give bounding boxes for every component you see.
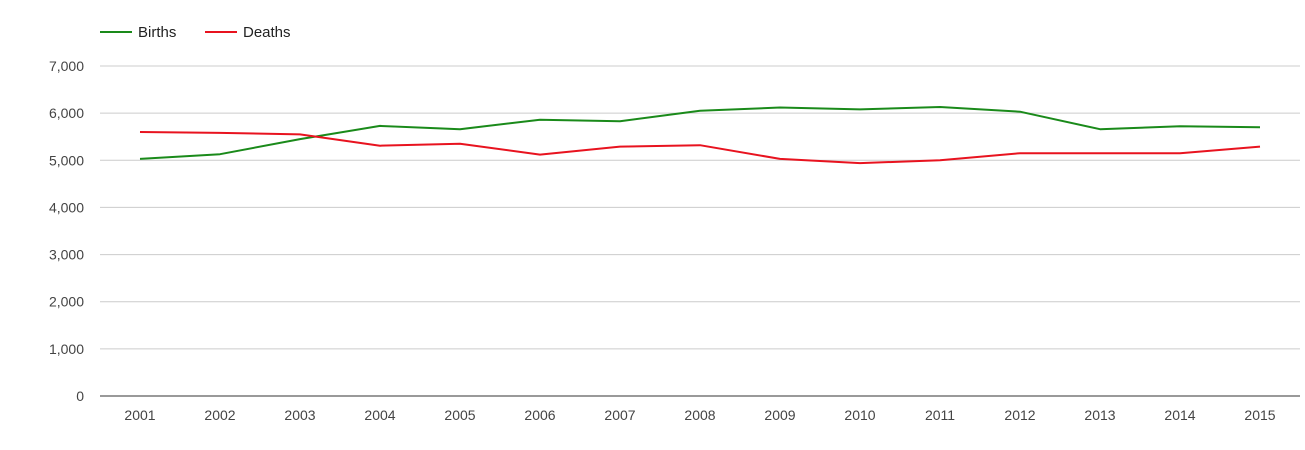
data-point-deaths: [618, 145, 622, 149]
data-point-deaths: [378, 144, 382, 148]
data-point-deaths: [1258, 145, 1262, 149]
data-point-deaths: [1018, 151, 1022, 155]
x-tick-label: 2006: [524, 407, 555, 423]
data-point-deaths: [778, 157, 782, 161]
y-tick-label: 5,000: [49, 152, 84, 168]
data-point-deaths: [938, 158, 942, 162]
data-point-births: [618, 119, 622, 123]
y-tick-label: 1,000: [49, 341, 84, 357]
series-line-births: [139, 106, 1261, 160]
data-point-births: [938, 105, 942, 109]
x-tick-label: 2003: [284, 407, 315, 423]
data-point-births: [538, 118, 542, 122]
legend-label-births: Births: [138, 24, 176, 41]
data-point-births: [698, 109, 702, 113]
series-lines: [138, 105, 1262, 165]
data-point-births: [1178, 124, 1182, 128]
x-tick-label: 2002: [204, 407, 235, 423]
legend-label-deaths: Deaths: [243, 24, 291, 41]
x-tick-label: 2001: [124, 407, 155, 423]
data-point-deaths: [1098, 151, 1102, 155]
data-point-births: [1098, 127, 1102, 131]
x-axis: 2001 2002 2003 2004 2005 2006 2007 2008 2009 2010…: [124, 407, 1275, 423]
data-point-deaths: [1178, 151, 1182, 155]
x-tick-label: 2014: [1164, 407, 1195, 423]
data-point-deaths: [538, 153, 542, 157]
x-tick-label: 2009: [764, 407, 795, 423]
data-point-deaths: [298, 132, 302, 136]
series-line-deaths: [139, 131, 1261, 165]
data-point-deaths: [218, 131, 222, 135]
y-tick-label: 4,000: [49, 199, 84, 215]
x-tick-label: 2010: [844, 407, 875, 423]
x-tick-label: 2015: [1244, 407, 1275, 423]
gridlines: [100, 65, 1300, 397]
x-tick-label: 2007: [604, 407, 635, 423]
x-tick-label: 2012: [1004, 407, 1035, 423]
legend: Births Deaths: [100, 24, 291, 41]
data-point-births: [458, 127, 462, 131]
data-point-deaths: [858, 161, 862, 165]
data-point-births: [298, 137, 302, 141]
y-axis: 0 1,000 2,000 3,000 4,000 5,000 6,000 7,000: [49, 58, 84, 404]
data-point-births: [1258, 125, 1262, 129]
y-tick-label: 6,000: [49, 105, 84, 121]
data-point-births: [858, 107, 862, 111]
data-point-deaths: [458, 142, 462, 146]
x-tick-label: 2011: [925, 407, 955, 423]
data-point-births: [778, 105, 782, 109]
x-tick-label: 2005: [444, 407, 475, 423]
x-tick-label: 2004: [364, 407, 395, 423]
y-tick-label: 2,000: [49, 294, 84, 310]
x-tick-label: 2008: [684, 407, 715, 423]
y-tick-label: 0: [76, 388, 84, 404]
x-tick-label: 2013: [1084, 407, 1115, 423]
y-tick-label: 3,000: [49, 247, 84, 263]
data-point-deaths: [138, 130, 142, 134]
y-tick-label: 7,000: [49, 58, 84, 74]
data-point-deaths: [698, 143, 702, 147]
data-point-births: [138, 157, 142, 161]
data-point-births: [378, 124, 382, 128]
data-point-births: [218, 152, 222, 156]
data-point-births: [1018, 110, 1022, 114]
